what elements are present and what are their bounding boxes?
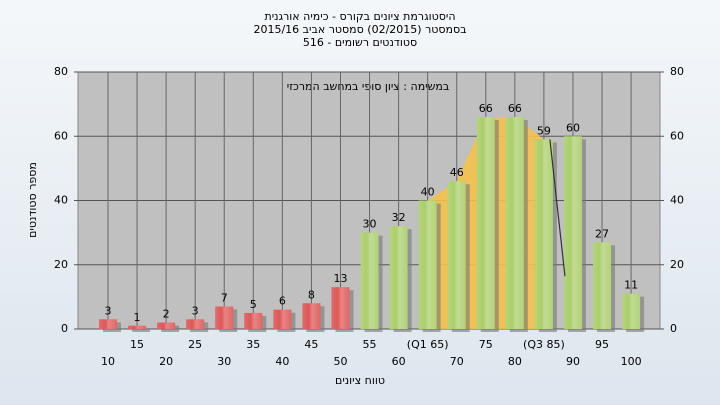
x-tick-label: 45 <box>304 338 318 351</box>
x-tick-label: 95 <box>595 338 609 351</box>
value-label: 66 <box>508 102 522 115</box>
y-tick-label: 40 <box>54 194 68 207</box>
y-tick-label: 60 <box>54 129 68 142</box>
bar <box>215 306 234 329</box>
bar <box>476 116 495 329</box>
x-tick-label: 55 <box>363 338 377 351</box>
bar <box>593 242 612 329</box>
x-tick-label: 15 <box>130 338 144 351</box>
value-label: 3 <box>105 304 112 317</box>
y-tick-label: 80 <box>54 65 68 78</box>
value-label: 13 <box>333 272 347 285</box>
bar <box>99 319 117 329</box>
x-tick-label: 50 <box>333 355 347 368</box>
value-label: 11 <box>624 279 638 292</box>
y-axis-label: מספר סטודנטים <box>26 162 39 238</box>
y-tick-label: 0 <box>61 322 68 335</box>
value-label: 27 <box>595 227 609 240</box>
x-tick-label: 70 <box>450 355 464 368</box>
bar <box>447 181 466 329</box>
x-tick-label: 40 <box>275 355 289 368</box>
x-tick-label: 35 <box>246 338 260 351</box>
bar <box>331 287 350 329</box>
x-tick-label: 100 <box>621 355 642 368</box>
value-label: 59 <box>537 124 551 137</box>
x-tick-label: 75 <box>479 338 493 351</box>
x-tick-label: 20 <box>159 355 173 368</box>
value-label: 6 <box>279 295 286 308</box>
chart-title: בסמסטר (02/2015) סמסטר אביב 2015/16 <box>253 23 466 36</box>
value-label: 8 <box>308 288 315 301</box>
value-label: 30 <box>363 218 377 231</box>
bar <box>157 322 176 329</box>
bar-shadow <box>132 328 151 332</box>
bar <box>563 136 582 329</box>
value-label: 2 <box>163 308 170 321</box>
bar <box>128 325 147 329</box>
y2-tick-label: 20 <box>670 258 684 271</box>
x-tick-label: (Q3 85) <box>523 338 565 351</box>
y2-tick-label: 80 <box>670 65 684 78</box>
value-label: 66 <box>479 102 493 115</box>
x-tick-label: 25 <box>188 338 202 351</box>
chart-title: היסטוגרמת ציונים בקורס - כימיה אורגנית <box>264 10 455 23</box>
y2-tick-label: 40 <box>670 194 684 207</box>
bar <box>622 293 641 329</box>
quartile-whisker <box>549 139 566 277</box>
x-axis-label: טווח ציונים <box>335 374 385 387</box>
value-label: 46 <box>450 166 464 179</box>
x-tick-label: 60 <box>392 355 406 368</box>
annotation: במשימה : ציון סופי במחשב המרכזי <box>287 80 450 93</box>
x-tick-label: 30 <box>217 355 231 368</box>
value-label: 3 <box>192 304 199 317</box>
bar <box>186 319 205 329</box>
bar <box>389 226 408 329</box>
value-label: 32 <box>392 211 406 224</box>
bar <box>360 232 379 329</box>
bar <box>273 309 292 329</box>
value-label: 60 <box>566 121 580 134</box>
y2-tick-label: 0 <box>670 322 677 335</box>
bar <box>418 200 437 329</box>
bar <box>244 312 263 329</box>
y2-tick-label: 60 <box>670 129 684 142</box>
x-tick-label: (Q1 65) <box>407 338 449 351</box>
x-tick-label: 90 <box>566 355 580 368</box>
value-label: 1 <box>134 311 141 324</box>
bar <box>302 303 321 329</box>
chart-title: סטודנטים רשומים - 516 <box>303 36 417 49</box>
value-label: 7 <box>221 292 228 305</box>
value-label: 40 <box>421 186 435 199</box>
x-tick-label: 10 <box>101 355 115 368</box>
value-label: 5 <box>250 298 257 311</box>
x-tick-label: 80 <box>508 355 522 368</box>
bar <box>534 139 553 329</box>
bar <box>505 116 524 329</box>
y-tick-label: 20 <box>54 258 68 271</box>
